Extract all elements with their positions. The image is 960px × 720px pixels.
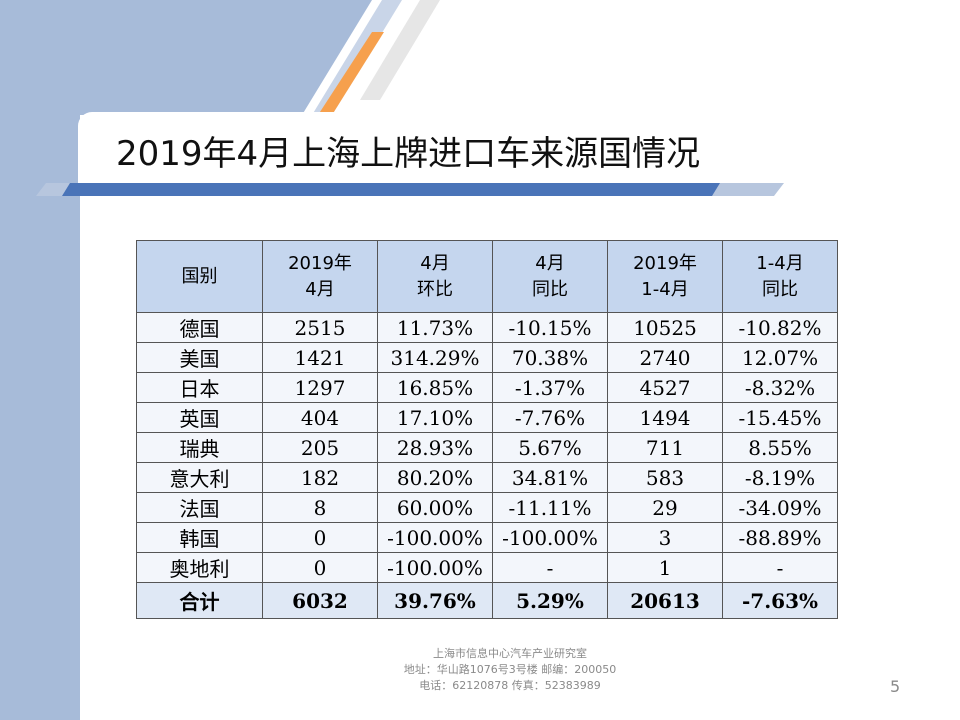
cell-country: 美国 [136,342,263,373]
cell-value: 10525 [607,312,723,343]
cell-value: 16.85% [377,372,493,403]
cell-total-value: 39.76% [377,582,493,619]
cell-country: 法国 [136,492,263,523]
cell-value: 3 [607,522,723,553]
header-apr-mom: 4月 环比 [377,240,493,313]
cell-value: 17.10% [377,402,493,433]
header-jan-apr-yoy: 1-4月 同比 [722,240,838,313]
header-country: 国别 [136,240,263,313]
cell-value: 28.93% [377,432,493,463]
cell-value: 2515 [262,312,378,343]
cell-value: 2740 [607,342,723,373]
cell-value: 11.73% [377,312,493,343]
cell-value: -34.09% [722,492,838,523]
cell-value: 4527 [607,372,723,403]
header-apr-2019: 2019年 4月 [262,240,378,313]
footer-contact: 上海市信息中心汽车产业研究室 地址：华山路1076号3号楼 邮编：200050 … [360,646,660,694]
title-underline-bar [36,183,784,196]
cell-value: 314.29% [377,342,493,373]
cell-total-label: 合计 [136,582,263,619]
cell-value: 29 [607,492,723,523]
cell-value: 205 [262,432,378,463]
cell-value: -10.15% [492,312,608,343]
cell-value: 8 [262,492,378,523]
cell-value: 182 [262,462,378,493]
cell-value: 1494 [607,402,723,433]
table-header-row: 国别 2019年 4月 4月 环比 4月 同比 2019年 1-4月 1-4月 同比 [136,240,838,313]
import-source-table: 国别 2019年 4月 4月 环比 4月 同比 2019年 1-4月 1-4月 同比 德国… [136,240,838,619]
cell-value: 8.55% [722,432,838,463]
cell-country: 意大利 [136,462,263,493]
cell-total-value: -7.63% [722,582,838,619]
title-panel [78,112,960,186]
left-decor-band [0,0,80,720]
cell-value: 1297 [262,372,378,403]
header-jan-apr-2019: 2019年 1-4月 [607,240,723,313]
cell-value: 60.00% [377,492,493,523]
cell-value: -11.11% [492,492,608,523]
cell-country: 瑞典 [136,432,263,463]
slide-title: 2019年4月上海上牌进口车来源国情况 [116,134,701,174]
page-number: 5 [890,677,901,696]
table-row: 法国 8 60.00% -11.11% 29 -34.09% [136,492,838,523]
cell-value: -1.37% [492,372,608,403]
cell-value: 1421 [262,342,378,373]
cell-country: 日本 [136,372,263,403]
table-row: 英国 404 17.10% -7.76% 1494 -15.45% [136,402,838,433]
cell-value: -100.00% [377,552,493,583]
table-row: 日本 1297 16.85% -1.37% 4527 -8.32% [136,372,838,403]
cell-total-value: 5.29% [492,582,608,619]
cell-value: 34.81% [492,462,608,493]
cell-value: -100.00% [377,522,493,553]
cell-value: 583 [607,462,723,493]
table-row: 韩国 0 -100.00% -100.00% 3 -88.89% [136,522,838,553]
cell-value: -10.82% [722,312,838,343]
cell-country: 德国 [136,312,263,343]
cell-value: - [722,552,838,583]
cell-value: -100.00% [492,522,608,553]
footer-org: 上海市信息中心汽车产业研究室 [433,647,587,660]
cell-value: -8.19% [722,462,838,493]
cell-value: 1 [607,552,723,583]
cell-country: 韩国 [136,522,263,553]
table-row: 瑞典 205 28.93% 5.67% 711 8.55% [136,432,838,463]
table-row: 美国 1421 314.29% 70.38% 2740 12.07% [136,342,838,373]
cell-value: 70.38% [492,342,608,373]
cell-total-value: 20613 [607,582,723,619]
footer-address: 地址：华山路1076号3号楼 邮编：200050 [403,663,617,676]
cell-country: 英国 [136,402,263,433]
cell-value: -8.32% [722,372,838,403]
cell-value: 5.67% [492,432,608,463]
cell-value: -15.45% [722,402,838,433]
cell-country: 奥地利 [136,552,263,583]
cell-value: 12.07% [722,342,838,373]
cell-value: 80.20% [377,462,493,493]
footer-phone: 电话：62120878 传真：52383989 [419,679,601,692]
cell-value: 404 [262,402,378,433]
cell-value: 0 [262,522,378,553]
cell-total-value: 6032 [262,582,378,619]
cell-value: - [492,552,608,583]
table-row: 奥地利 0 -100.00% - 1 - [136,552,838,583]
cell-value: 0 [262,552,378,583]
table-row: 意大利 182 80.20% 34.81% 583 -8.19% [136,462,838,493]
table-total-row: 合计 6032 39.76% 5.29% 20613 -7.63% [136,582,838,619]
cell-value: 711 [607,432,723,463]
cell-value: -88.89% [722,522,838,553]
header-apr-yoy: 4月 同比 [492,240,608,313]
top-decor-stripes [0,0,440,115]
table-row: 德国 2515 11.73% -10.15% 10525 -10.82% [136,312,838,343]
cell-value: -7.76% [492,402,608,433]
